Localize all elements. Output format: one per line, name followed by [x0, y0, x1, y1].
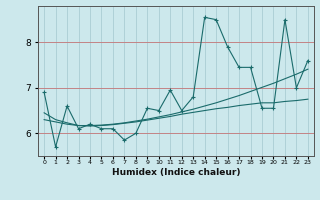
X-axis label: Humidex (Indice chaleur): Humidex (Indice chaleur) [112, 168, 240, 177]
